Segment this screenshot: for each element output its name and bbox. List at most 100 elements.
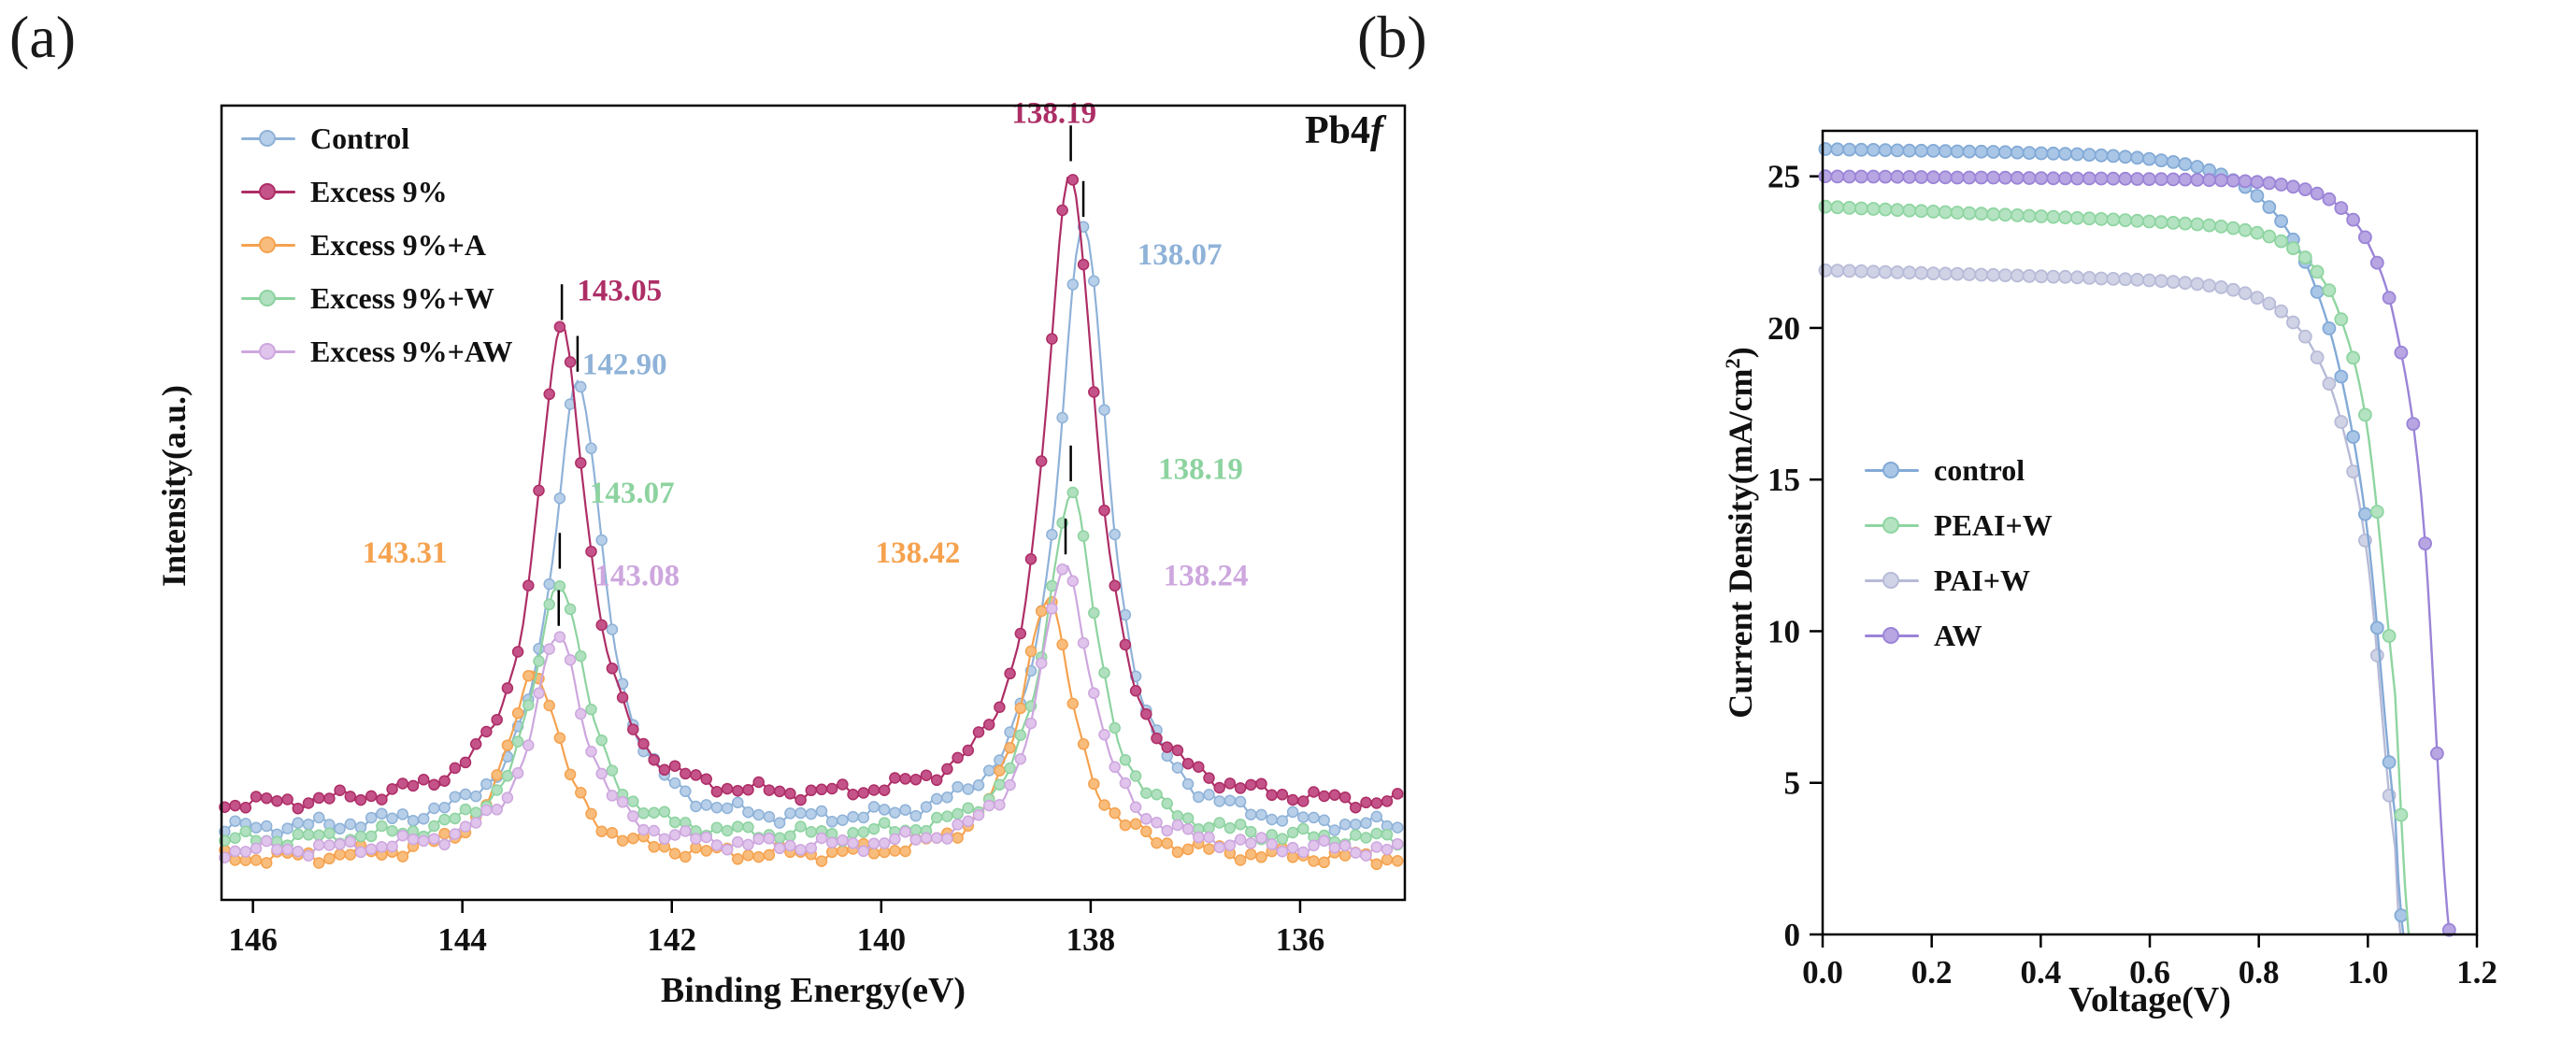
data-marker [1109, 806, 1121, 820]
data-marker [1318, 814, 1330, 827]
data-marker [396, 829, 409, 842]
data-marker [994, 764, 1006, 777]
data-marker [680, 850, 692, 863]
data-marker [1914, 265, 1928, 280]
data-marker [1077, 636, 1090, 649]
data-marker [2034, 146, 2049, 161]
data-marker [2130, 172, 2144, 186]
data-marker [1014, 702, 1027, 715]
x-tick-label: 146 [228, 921, 278, 958]
data-marker [763, 784, 776, 796]
data-marker [721, 843, 734, 856]
data-marker [491, 784, 503, 796]
data-marker [909, 834, 923, 846]
data-marker [585, 545, 597, 558]
data-marker [250, 821, 263, 834]
data-marker [690, 800, 702, 813]
data-marker [386, 783, 398, 795]
data-marker [1962, 170, 1977, 185]
data-marker [899, 825, 911, 838]
series-excess-9%+aw [219, 563, 1404, 863]
data-marker [1098, 666, 1110, 679]
x-tick-label: 0.0 [1802, 954, 1843, 991]
data-marker [511, 706, 524, 720]
data-marker [2106, 212, 2121, 227]
x-tick-label: 0.8 [2239, 954, 2280, 991]
data-marker [1203, 772, 1215, 784]
data-marker [1890, 264, 1905, 279]
data-marker [1842, 264, 1856, 278]
data-marker [889, 772, 901, 784]
peak-annotation: 143.31 [363, 536, 448, 570]
data-marker [407, 833, 420, 846]
data-marker [2334, 201, 2349, 216]
data-marker [2130, 213, 2144, 228]
data-marker [2082, 270, 2097, 285]
data-marker [2334, 312, 2349, 327]
data-marker [1370, 841, 1383, 853]
data-marker [1276, 833, 1289, 845]
data-marker [1140, 813, 1152, 825]
data-marker [763, 810, 776, 823]
data-marker [449, 812, 462, 825]
legend-label: AW [1934, 619, 1982, 652]
data-marker [1119, 754, 1132, 766]
data-marker [2214, 279, 2228, 294]
data-marker [2010, 268, 2025, 283]
data-marker [1255, 777, 1267, 791]
data-marker [438, 813, 451, 826]
data-marker [2142, 273, 2156, 288]
data-marker [396, 777, 409, 790]
data-marker [742, 820, 754, 834]
peak-annotation: 142.90 [582, 348, 667, 381]
data-marker [1203, 821, 1215, 834]
data-marker [2130, 272, 2144, 287]
data-marker [2130, 150, 2144, 165]
legend-dot-icon [1882, 572, 1899, 589]
data-marker [690, 769, 702, 781]
data-marker [553, 732, 566, 744]
data-marker [2058, 269, 2072, 284]
data-marker [2010, 170, 2025, 185]
data-marker [2046, 171, 2061, 186]
data-marker [1098, 504, 1110, 517]
data-marker [680, 825, 692, 837]
data-marker [1950, 170, 1965, 185]
data-marker [260, 791, 273, 805]
data-marker [334, 848, 346, 861]
data-marker [1109, 721, 1121, 734]
data-marker [1914, 143, 1928, 158]
legend-dot-icon [259, 290, 276, 307]
data-marker [1878, 169, 1893, 184]
data-marker [1004, 742, 1016, 754]
xps-plot-area: 146 144 142 140 138 136 138.19 138.07 143.05 142.… [219, 97, 1407, 958]
data-marker [292, 845, 305, 858]
data-marker [784, 807, 796, 820]
data-marker [281, 793, 293, 806]
data-marker [1255, 851, 1267, 863]
data-marker [2178, 216, 2193, 231]
data-marker [2346, 430, 2360, 444]
data-marker [2178, 276, 2193, 291]
peak-annotation: 143.08 [594, 559, 680, 592]
peak-annotation: 143.07 [590, 477, 675, 510]
data-marker [1088, 606, 1100, 620]
data-marker [239, 802, 252, 814]
data-marker [1842, 169, 1856, 184]
data-marker [1308, 811, 1320, 824]
x-tick-label: 1.2 [2456, 954, 2497, 991]
peak-annotation: 138.07 [1138, 238, 1223, 272]
data-marker [1109, 579, 1121, 592]
data-marker [312, 829, 325, 841]
data-marker [773, 817, 786, 829]
data-marker [323, 792, 336, 805]
data-marker [710, 839, 723, 851]
data-marker [1066, 278, 1080, 291]
data-marker [2382, 629, 2397, 643]
data-marker [469, 817, 482, 829]
data-marker [1866, 264, 1881, 279]
data-marker [1234, 854, 1247, 866]
data-marker [2322, 321, 2337, 335]
panel-a-label: (a) [9, 4, 77, 70]
data-marker [250, 791, 263, 803]
